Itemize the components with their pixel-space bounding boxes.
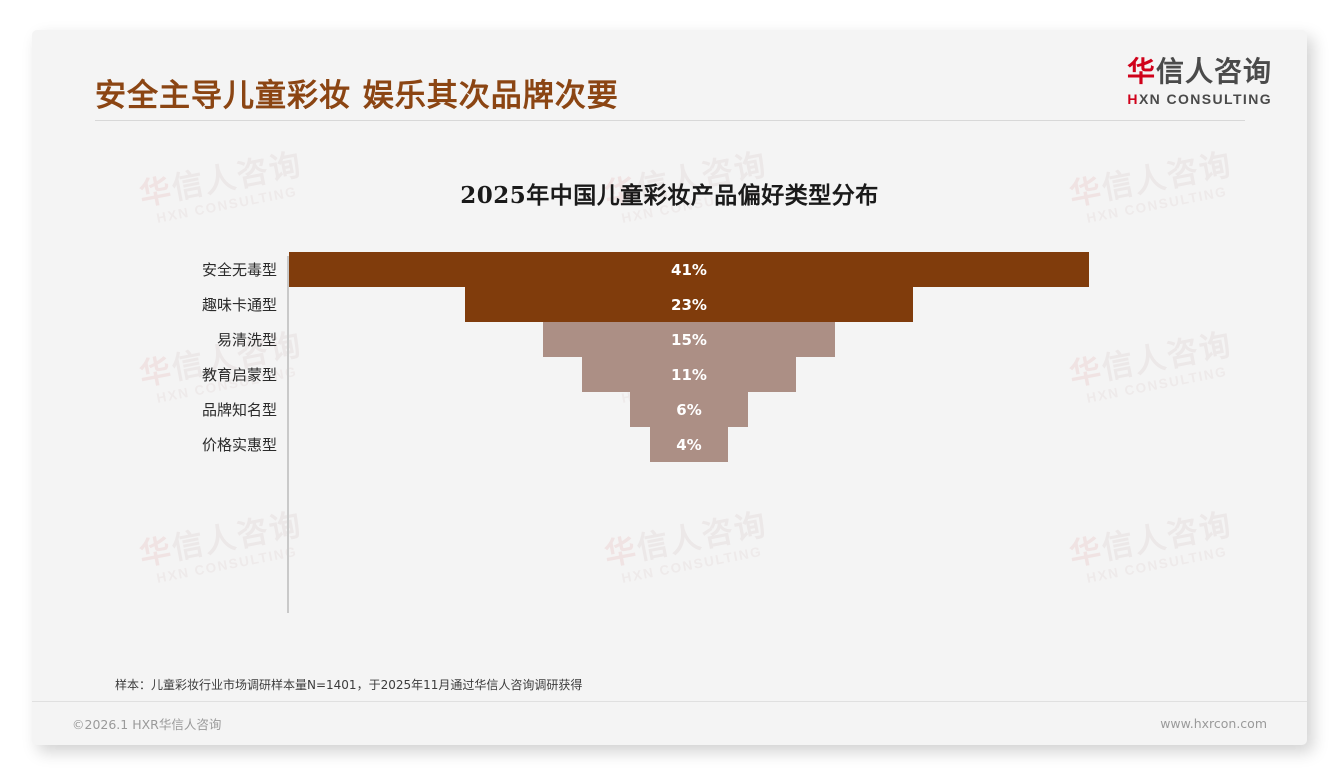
chart-category-label: 安全无毒型 (201, 261, 277, 279)
chart-category-label: 趣味卡通型 (201, 296, 277, 314)
chart-bar-row: 易清洗型 15% (32, 322, 1307, 357)
chart-bar[interactable]: 11% (581, 357, 797, 392)
page-title: 安全主导儿童彩妆 娱乐其次品牌次要 (95, 78, 619, 114)
chart-category-label: 易清洗型 (216, 331, 277, 349)
chart-category-label: 品牌知名型 (201, 401, 277, 419)
brand-logo-cn-rest: 信人咨询 (1155, 55, 1272, 88)
chart-bar[interactable]: 4% (649, 427, 729, 462)
brand-logo-cn-accent: 华 (1126, 55, 1156, 88)
brand-logo-en-rest: XN CONSULTING (1138, 91, 1272, 107)
chart-bar[interactable]: 23% (464, 287, 914, 322)
brand-logo-cn: 华信人咨询 (1127, 58, 1272, 86)
chart-bar-value: 6% (676, 400, 702, 419)
chart-bar[interactable]: 6% (630, 392, 748, 427)
footer-url[interactable]: www.hxrcon.com (1160, 716, 1267, 731)
slide-header: 安全主导儿童彩妆 娱乐其次品牌次要 华信人咨询 HXN CONSULTING (32, 30, 1307, 152)
chart-bar-track: 41% (289, 252, 1089, 287)
header-divider (95, 120, 1245, 121)
chart-bar-rows: 安全无毒型 41% 趣味卡通型 23% 易清洗型 15% 教育启蒙型 11% 品牌知名型 6% 价格… (32, 252, 1307, 462)
chart-bar-row: 趣味卡通型 23% (32, 287, 1307, 322)
chart-bar-row: 品牌知名型 6% (32, 392, 1307, 427)
brand-logo-en-accent: H (1127, 91, 1139, 107)
chart-block: 2025年中国儿童彩妆产品偏好类型分布 安全无毒型 41% 趣味卡通型 23% 易清洗型… (32, 158, 1307, 613)
chart-bar-track: 4% (289, 427, 1089, 462)
chart-category-label: 教育启蒙型 (201, 366, 277, 384)
chart-bar[interactable]: 41% (289, 252, 1089, 287)
brand-logo-en: HXN CONSULTING (1127, 92, 1272, 106)
slide-card: 华信人咨询 HXN CONSULTING 华信人咨询 HXN CONSULTING 华信… (32, 30, 1307, 745)
chart-bar-value: 11% (671, 365, 707, 384)
footer-divider (32, 701, 1307, 702)
sample-note: 样本：儿童彩妆行业市场调研样本量N=1401，于2025年11月通过华信人咨询调… (115, 678, 583, 692)
chart-bar-track: 15% (289, 322, 1089, 357)
chart-bar-track: 11% (289, 357, 1089, 392)
footer-copyright: ©2026.1 HXR华信人咨询 (72, 717, 222, 732)
chart-bar-row: 安全无毒型 41% (32, 252, 1307, 287)
chart-bar-value: 41% (671, 260, 707, 279)
chart-plot-area: 安全无毒型 41% 趣味卡通型 23% 易清洗型 15% 教育启蒙型 11% 品牌知名型 6% 价格… (32, 252, 1307, 613)
chart-bar-value: 23% (671, 295, 707, 314)
chart-bar-value: 4% (676, 435, 702, 454)
brand-logo: 华信人咨询 HXN CONSULTING (1127, 58, 1272, 107)
chart-bar-row: 教育启蒙型 11% (32, 357, 1307, 392)
chart-bar-track: 23% (289, 287, 1089, 322)
chart-bar-row: 价格实惠型 4% (32, 427, 1307, 462)
chart-category-label: 价格实惠型 (201, 436, 277, 454)
chart-bar-track: 6% (289, 392, 1089, 427)
footer-bar: ©2026.1 HXR华信人咨询 www.hxrcon.com (32, 702, 1307, 745)
chart-bar-value: 15% (671, 330, 707, 349)
chart-bar[interactable]: 15% (542, 322, 836, 357)
chart-axis-line (287, 256, 289, 613)
chart-title: 2025年中国儿童彩妆产品偏好类型分布 (460, 182, 879, 209)
